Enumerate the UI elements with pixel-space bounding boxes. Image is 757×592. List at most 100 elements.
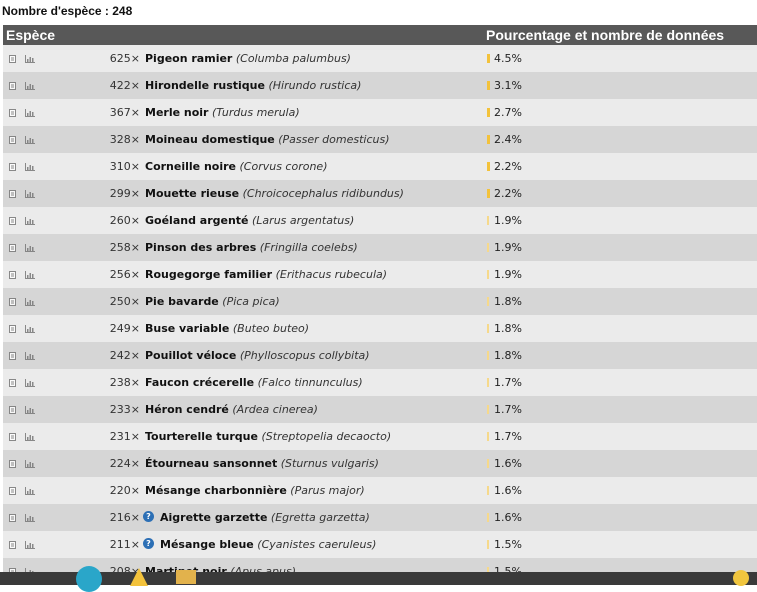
percentage-bar: [487, 81, 490, 90]
table-row: 256× Rougegorge familier (Erithacus rubec…: [3, 261, 757, 288]
species-name[interactable]: Faucon crécerelle (Falco tinnunculus): [145, 376, 363, 389]
percentage-value: 1.7%: [494, 376, 522, 389]
sheet-icon[interactable]: [9, 163, 16, 171]
species-name[interactable]: Tourterelle turque (Streptopelia decaoct…: [145, 430, 391, 443]
percentage-value: 2.2%: [494, 160, 522, 173]
species-common-name[interactable]: Pigeon ramier: [145, 52, 233, 65]
species-common-name[interactable]: Mésange charbonnière: [145, 484, 287, 497]
sheet-icon[interactable]: [9, 379, 16, 387]
species-common-name[interactable]: Tourterelle turque: [145, 430, 258, 443]
sheet-icon[interactable]: [9, 298, 16, 306]
bar-chart-icon[interactable]: [25, 298, 35, 306]
bar-chart-icon[interactable]: [25, 163, 35, 171]
sheet-icon[interactable]: [9, 352, 16, 360]
sheet-icon[interactable]: [9, 433, 16, 441]
species-name[interactable]: Hirondelle rustique (Hirundo rustica): [145, 79, 361, 92]
species-common-name[interactable]: Buse variable: [145, 322, 230, 335]
species-name[interactable]: Pigeon ramier (Columba palumbus): [145, 52, 351, 65]
species-common-name[interactable]: Mouette rieuse: [145, 187, 240, 200]
species-common-name[interactable]: Rougegorge familier: [145, 268, 273, 281]
species-common-name[interactable]: Pouillot véloce: [145, 349, 237, 362]
table-row: 249× Buse variable (Buteo buteo) 1.8%: [3, 315, 757, 342]
app-icon[interactable]: [733, 570, 749, 586]
bar-chart-icon[interactable]: [25, 406, 35, 414]
bar-chart-icon[interactable]: [25, 82, 35, 90]
bar-chart-icon[interactable]: [25, 217, 35, 225]
bar-chart-icon[interactable]: [25, 136, 35, 144]
bar-chart-icon[interactable]: [25, 433, 35, 441]
species-common-name[interactable]: Faucon crécerelle: [145, 376, 255, 389]
species-name[interactable]: Héron cendré (Ardea cinerea): [145, 403, 318, 416]
percentage-bar: [487, 324, 489, 333]
species-common-name[interactable]: Goéland argenté: [145, 214, 249, 227]
bar-chart-icon[interactable]: [25, 514, 35, 522]
species-name[interactable]: Goéland argenté (Larus argentatus): [145, 214, 354, 227]
species-common-name[interactable]: Moineau domestique: [145, 133, 275, 146]
info-icon[interactable]: ?: [143, 538, 154, 549]
app-icon[interactable]: [76, 566, 102, 592]
observation-count: 256×: [109, 268, 140, 281]
table-row: 220× Mésange charbonnière (Parus major) 1.…: [3, 477, 757, 504]
species-common-name[interactable]: Hirondelle rustique: [145, 79, 265, 92]
bar-chart-icon[interactable]: [25, 541, 35, 549]
species-common-name[interactable]: Mésange bleue: [160, 538, 254, 551]
species-name[interactable]: Aigrette garzette (Egretta garzetta): [160, 511, 370, 524]
species-count: Nombre d'espèce : 248: [2, 4, 133, 18]
sheet-icon[interactable]: [9, 190, 16, 198]
bar-chart-icon[interactable]: [25, 190, 35, 198]
table-row: 242× Pouillot véloce (Phylloscopus collyb…: [3, 342, 757, 369]
species-common-name[interactable]: Corneille noire: [145, 160, 236, 173]
species-latin-name: (Passer domesticus): [278, 133, 390, 146]
bar-chart-icon[interactable]: [25, 244, 35, 252]
observation-count: 328×: [109, 133, 140, 146]
folder-icon[interactable]: [176, 570, 196, 584]
info-icon[interactable]: ?: [143, 511, 154, 522]
sheet-icon[interactable]: [9, 82, 16, 90]
sheet-icon[interactable]: [9, 217, 16, 225]
species-name[interactable]: Pinson des arbres (Fringilla coelebs): [145, 241, 358, 254]
sheet-icon[interactable]: [9, 271, 16, 279]
species-name[interactable]: Corneille noire (Corvus corone): [145, 160, 328, 173]
species-name[interactable]: Mésange bleue (Cyanistes caeruleus): [160, 538, 376, 551]
bar-chart-icon[interactable]: [25, 460, 35, 468]
species-name[interactable]: Mouette rieuse (Chroicocephalus ridibund…: [145, 187, 404, 200]
species-common-name[interactable]: Merle noir: [145, 106, 209, 119]
species-common-name[interactable]: Aigrette garzette: [160, 511, 268, 524]
species-name[interactable]: Étourneau sansonnet (Sturnus vulgaris): [145, 457, 379, 470]
bar-chart-icon[interactable]: [25, 487, 35, 495]
species-common-name[interactable]: Pie bavarde: [145, 295, 219, 308]
bar-chart-icon[interactable]: [25, 109, 35, 117]
sheet-icon[interactable]: [9, 136, 16, 144]
species-name[interactable]: Mésange charbonnière (Parus major): [145, 484, 365, 497]
bar-chart-icon[interactable]: [25, 325, 35, 333]
species-name[interactable]: Pie bavarde (Pica pica): [145, 295, 280, 308]
sheet-icon[interactable]: [9, 406, 16, 414]
bar-chart-icon[interactable]: [25, 55, 35, 63]
species-common-name[interactable]: Pinson des arbres: [145, 241, 257, 254]
bar-chart-icon[interactable]: [25, 352, 35, 360]
sheet-icon[interactable]: [9, 541, 16, 549]
species-name[interactable]: Buse variable (Buteo buteo): [145, 322, 309, 335]
bar-chart-icon[interactable]: [25, 271, 35, 279]
sheet-icon[interactable]: [9, 514, 16, 522]
sheet-icon[interactable]: [9, 244, 16, 252]
table-row: 250× Pie bavarde (Pica pica) 1.8%: [3, 288, 757, 315]
observation-count: 260×: [109, 214, 140, 227]
sheet-icon[interactable]: [9, 487, 16, 495]
sheet-icon[interactable]: [9, 460, 16, 468]
species-latin-name: (Buteo buteo): [232, 322, 310, 335]
sheet-icon[interactable]: [9, 55, 16, 63]
species-name[interactable]: Moineau domestique (Passer domesticus): [145, 133, 390, 146]
table-row: 260× Goéland argenté (Larus argentatus) 1.…: [3, 207, 757, 234]
percentage-value: 1.7%: [494, 403, 522, 416]
sheet-icon[interactable]: [9, 109, 16, 117]
sheet-icon[interactable]: [9, 325, 16, 333]
species-name[interactable]: Merle noir (Turdus merula): [145, 106, 300, 119]
bar-chart-icon[interactable]: [25, 379, 35, 387]
species-name[interactable]: Pouillot véloce (Phylloscopus collybita): [145, 349, 370, 362]
species-name[interactable]: Rougegorge familier (Erithacus rubecula): [145, 268, 387, 281]
species-common-name[interactable]: Étourneau sansonnet: [145, 457, 278, 470]
percentage-bar: [487, 405, 489, 414]
species-latin-name: (Corvus corone): [239, 160, 328, 173]
species-common-name[interactable]: Héron cendré: [145, 403, 229, 416]
